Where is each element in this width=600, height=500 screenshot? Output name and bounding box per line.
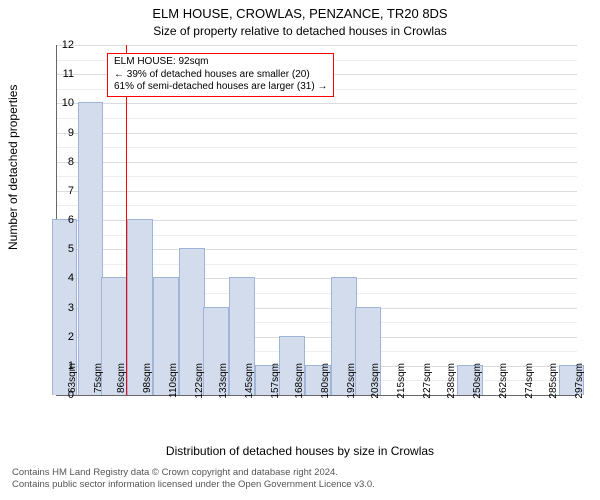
chart-subtitle: Size of property relative to detached ho… (0, 24, 600, 38)
y-tick: 9 (54, 127, 74, 139)
y-tick: 11 (54, 68, 74, 80)
x-tick: 274sqm (524, 363, 535, 403)
x-tick: 215sqm (396, 363, 407, 403)
footer-line-2: Contains public sector information licen… (12, 479, 375, 491)
gridline (57, 45, 577, 46)
x-tick: 227sqm (422, 363, 433, 403)
chart-container: ELM HOUSE, CROWLAS, PENZANCE, TR20 8DS S… (0, 0, 600, 500)
bar (78, 102, 104, 395)
minor-gridline (57, 147, 577, 148)
y-tick: 8 (54, 156, 74, 168)
x-tick: 133sqm (218, 363, 229, 403)
x-tick: 157sqm (270, 363, 281, 403)
x-tick: 168sqm (294, 363, 305, 403)
x-tick: 63sqm (67, 363, 78, 403)
x-tick: 297sqm (574, 363, 585, 403)
y-tick: 7 (54, 185, 74, 197)
x-tick: 180sqm (320, 363, 331, 403)
x-axis-label: Distribution of detached houses by size … (0, 444, 600, 458)
x-tick: 75sqm (93, 363, 104, 403)
gridline (57, 191, 577, 192)
x-tick: 122sqm (194, 363, 205, 403)
gridline (57, 103, 577, 104)
x-tick: 110sqm (168, 363, 179, 403)
y-tick: 2 (54, 331, 74, 343)
y-tick: 3 (54, 302, 74, 314)
annot-line-2: ← 39% of detached houses are smaller (20… (114, 69, 327, 82)
x-tick: 262sqm (498, 363, 509, 403)
reference-line (126, 45, 127, 395)
minor-gridline (57, 205, 577, 206)
minor-gridline (57, 176, 577, 177)
x-tick: 145sqm (244, 363, 255, 403)
annotation-box: ELM HOUSE: 92sqm← 39% of detached houses… (107, 53, 334, 97)
minor-gridline (57, 118, 577, 119)
gridline (57, 162, 577, 163)
chart-title: ELM HOUSE, CROWLAS, PENZANCE, TR20 8DS (0, 6, 600, 21)
y-tick: 4 (54, 272, 74, 284)
x-tick: 86sqm (116, 363, 127, 403)
annot-line-1: ELM HOUSE: 92sqm (114, 56, 327, 69)
x-tick: 250sqm (472, 363, 483, 403)
y-axis-label: Number of detached properties (6, 85, 20, 250)
x-tick: 203sqm (370, 363, 381, 403)
x-tick: 238sqm (446, 363, 457, 403)
x-tick: 192sqm (346, 363, 357, 403)
y-tick: 5 (54, 243, 74, 255)
plot-area: ELM HOUSE: 92sqm← 39% of detached houses… (56, 45, 577, 396)
x-tick: 98sqm (142, 363, 153, 403)
footer-text: Contains HM Land Registry data © Crown c… (12, 467, 375, 492)
y-tick: 10 (54, 97, 74, 109)
annot-line-3: 61% of semi-detached houses are larger (… (114, 81, 327, 94)
y-tick: 6 (54, 214, 74, 226)
y-tick: 12 (54, 39, 74, 51)
gridline (57, 133, 577, 134)
x-tick: 285sqm (548, 363, 559, 403)
footer-line-1: Contains HM Land Registry data © Crown c… (12, 467, 375, 479)
